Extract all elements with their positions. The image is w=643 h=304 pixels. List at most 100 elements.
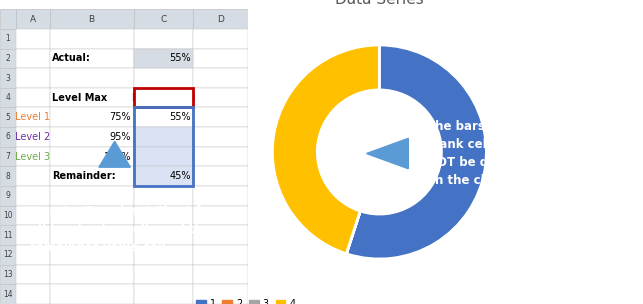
Bar bbox=[50, 127, 134, 147]
Bar bbox=[193, 186, 248, 206]
Wedge shape bbox=[347, 211, 360, 254]
Bar bbox=[193, 167, 248, 186]
Bar bbox=[50, 206, 134, 225]
Text: 11: 11 bbox=[3, 231, 13, 240]
Text: Level 3: Level 3 bbox=[15, 152, 50, 162]
Bar bbox=[134, 49, 193, 68]
Bar bbox=[50, 108, 134, 127]
Text: 12: 12 bbox=[3, 250, 13, 259]
Bar bbox=[0, 49, 16, 68]
Title: Data Series: Data Series bbox=[335, 0, 424, 7]
Bar bbox=[134, 167, 193, 186]
Bar bbox=[134, 49, 193, 68]
Bar bbox=[16, 88, 50, 108]
Text: 100%: 100% bbox=[104, 152, 131, 162]
Bar bbox=[16, 225, 50, 245]
Text: B: B bbox=[89, 15, 95, 23]
Bar bbox=[50, 186, 134, 206]
Text: 55%: 55% bbox=[169, 54, 190, 63]
Bar bbox=[50, 284, 134, 304]
Bar bbox=[134, 9, 193, 29]
Text: 14: 14 bbox=[3, 290, 13, 299]
Text: A: A bbox=[30, 15, 36, 23]
Text: 6: 6 bbox=[6, 133, 10, 141]
Bar bbox=[134, 186, 193, 206]
Bar bbox=[134, 88, 193, 108]
Bar bbox=[193, 29, 248, 49]
Bar bbox=[134, 225, 193, 245]
Bar bbox=[16, 68, 50, 88]
Text: Level 1: Level 1 bbox=[15, 112, 50, 122]
Bar bbox=[50, 265, 134, 284]
Bar bbox=[193, 88, 248, 108]
Bar bbox=[50, 49, 134, 68]
Bar bbox=[16, 186, 50, 206]
Bar bbox=[16, 206, 50, 225]
Bar bbox=[50, 68, 134, 88]
Bar bbox=[0, 245, 16, 265]
Bar bbox=[134, 127, 193, 147]
Text: 13: 13 bbox=[3, 270, 13, 279]
Bar bbox=[134, 68, 193, 88]
Wedge shape bbox=[273, 45, 379, 254]
Bar bbox=[50, 88, 134, 108]
Text: 55%: 55% bbox=[169, 112, 190, 122]
Bar bbox=[193, 265, 248, 284]
Bar bbox=[0, 225, 16, 245]
Text: 45%: 45% bbox=[169, 171, 190, 181]
Bar bbox=[193, 9, 248, 29]
Text: D: D bbox=[217, 15, 224, 23]
Text: Level 2: Level 2 bbox=[15, 132, 50, 142]
Text: 75%: 75% bbox=[109, 112, 131, 122]
Bar bbox=[50, 147, 134, 167]
Bar bbox=[16, 167, 50, 186]
Bar bbox=[0, 127, 16, 147]
Bar bbox=[0, 9, 16, 29]
Bar bbox=[134, 88, 193, 108]
Bar bbox=[50, 245, 134, 265]
Text: Insert a Doughnut Chart for
all level value cells and the
remainder value cell.: Insert a Doughnut Chart for all level va… bbox=[30, 205, 215, 254]
Text: Data Series: Data Series bbox=[132, 93, 195, 103]
Bar bbox=[193, 284, 248, 304]
Text: C: C bbox=[160, 15, 167, 23]
Wedge shape bbox=[347, 45, 486, 259]
Bar bbox=[0, 206, 16, 225]
Bar bbox=[134, 108, 193, 186]
Text: Remainder:: Remainder: bbox=[52, 171, 116, 181]
Text: The bars for the
blank cells will
NOT be displayed
on the chart.: The bars for the blank cells will NOT be… bbox=[426, 120, 543, 187]
Bar bbox=[50, 9, 134, 29]
Text: Actual:: Actual: bbox=[52, 54, 91, 63]
Bar bbox=[0, 167, 16, 186]
Bar bbox=[16, 108, 50, 127]
Bar bbox=[134, 29, 193, 49]
Bar bbox=[0, 147, 16, 167]
Text: Level Max: Level Max bbox=[52, 93, 107, 103]
Polygon shape bbox=[99, 141, 131, 167]
Text: 2: 2 bbox=[6, 54, 10, 63]
Bar bbox=[0, 29, 16, 49]
Bar bbox=[0, 68, 16, 88]
Bar bbox=[0, 284, 16, 304]
Bar bbox=[193, 127, 248, 147]
Bar bbox=[134, 245, 193, 265]
Bar bbox=[50, 225, 134, 245]
Polygon shape bbox=[367, 138, 408, 169]
Bar bbox=[0, 186, 16, 206]
Bar bbox=[0, 108, 16, 127]
Bar bbox=[0, 88, 16, 108]
Text: 7: 7 bbox=[6, 152, 10, 161]
Bar bbox=[134, 265, 193, 284]
Text: 3: 3 bbox=[6, 74, 10, 82]
Bar bbox=[134, 147, 193, 167]
Bar bbox=[134, 147, 193, 167]
Bar bbox=[193, 245, 248, 265]
Bar bbox=[193, 108, 248, 127]
Bar bbox=[134, 284, 193, 304]
Wedge shape bbox=[347, 211, 360, 254]
Bar bbox=[193, 206, 248, 225]
Text: 4: 4 bbox=[6, 93, 10, 102]
Bar bbox=[134, 206, 193, 225]
Bar bbox=[16, 245, 50, 265]
Text: 95%: 95% bbox=[110, 132, 131, 142]
Bar bbox=[0, 265, 16, 284]
